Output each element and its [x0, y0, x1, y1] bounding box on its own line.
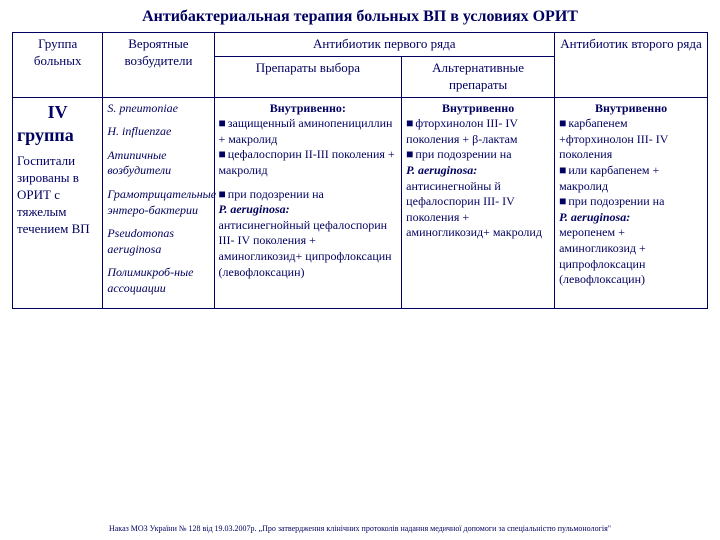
- choice-susp-org: P. aeruginosa:: [219, 202, 398, 218]
- page-title: Антибактериальная терапия больных ВП в у…: [12, 8, 708, 26]
- alt-susp-body: антисинегнойны й цефалоспорин III- IV по…: [406, 179, 550, 241]
- header-group: Группа больных: [13, 33, 103, 98]
- group-num: IV: [17, 101, 98, 124]
- choice-susp-body: антисинегнойный цефалоспорин III- IV пок…: [219, 218, 398, 280]
- pathogen-1: S. pneumoniae: [107, 101, 209, 117]
- second-line1: ■карбапенем +фторхинолон III- IV поколен…: [559, 116, 703, 163]
- therapy-table: Группа больных Вероятные возбудители Ант…: [12, 32, 708, 309]
- second-susp-org: P. aeruginosa:: [559, 210, 703, 226]
- choice-susp: ■при подозрении на: [219, 187, 398, 203]
- group-cell: IV группа Госпитали зированы в ОРИТ с тя…: [13, 97, 103, 308]
- alt-cell: Внутривенно ■фторхинолон III- IV поколен…: [402, 97, 555, 308]
- pathogen-2: H. influenzae: [107, 124, 209, 140]
- group-desc: Госпитали зированы в ОРИТ с тяжелым тече…: [17, 153, 98, 237]
- group-label: группа: [17, 124, 98, 147]
- choice-line2: ■цефалоспорин II-III поколения + макроли…: [219, 147, 398, 178]
- choice-title: Внутривенно:: [219, 101, 398, 117]
- second-title: Внутривенно: [559, 101, 703, 117]
- pathogen-4: Грамотрицательные энтеро-бактерии: [107, 187, 209, 218]
- alt-title: Внутривенно: [406, 101, 550, 117]
- alt-susp-org: P. aeruginosa:: [406, 163, 550, 179]
- alt-susp: ■при подозрении на: [406, 147, 550, 163]
- pathogens-cell: S. pneumoniae H. influenzae Атипичные во…: [103, 97, 214, 308]
- second-susp: ■при подозрении на: [559, 194, 703, 210]
- header-alt: Альтернативные препараты: [402, 56, 555, 97]
- second-cell: Внутривенно ■карбапенем +фторхинолон III…: [555, 97, 708, 308]
- alt-line1: ■фторхинолон III- IV поколения + β-лакта…: [406, 116, 550, 147]
- header-second-line: Антибиотик второго ряда: [555, 33, 708, 98]
- pathogen-6: Полимикроб-ные ассоциации: [107, 265, 209, 296]
- header-pathogens: Вероятные возбудители: [103, 33, 214, 98]
- footer-citation: Наказ МОЗ України № 128 від 19.03.2007р.…: [12, 524, 708, 534]
- pathogen-3: Атипичные возбудители: [107, 148, 209, 179]
- second-line2: ■или карбапенем + макролид: [559, 163, 703, 194]
- choice-cell: Внутривенно: ■защищенный аминопенициллин…: [214, 97, 402, 308]
- choice-line1: ■защищенный аминопенициллин + макролид: [219, 116, 398, 147]
- pathogen-5: Pseudomonas aeruginosa: [107, 226, 209, 257]
- second-susp-body: меропенем + аминогликозид + ципрофлоксац…: [559, 225, 703, 287]
- header-choice: Препараты выбора: [214, 56, 402, 97]
- header-first-line: Антибиотик первого ряда: [214, 33, 555, 57]
